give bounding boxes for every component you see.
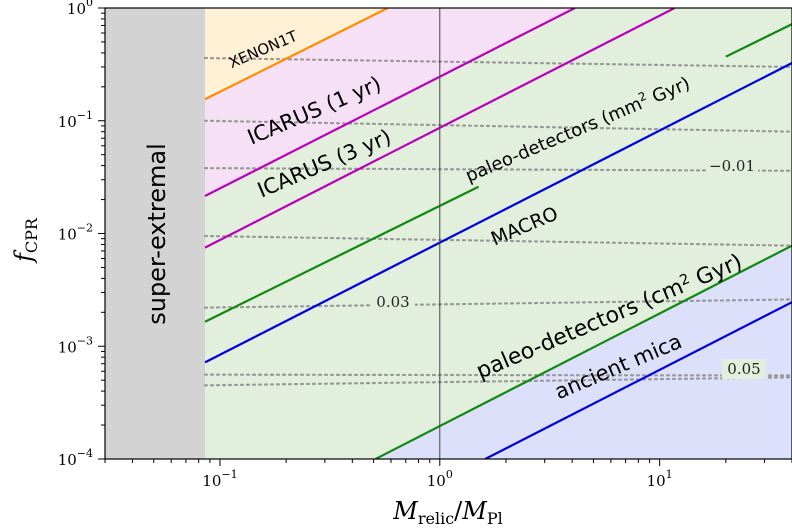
region-super-extremal — [105, 8, 205, 459]
x-tick-label: 101 — [647, 468, 673, 490]
contour-line — [203, 119, 792, 133]
y-tick-label: 10−3 — [58, 334, 93, 356]
y-tick-label: 100 — [67, 0, 93, 18]
contour-line — [203, 234, 792, 247]
y-axis-label: fCPR — [10, 217, 41, 264]
region-xenon1t — [205, 8, 792, 100]
contour-label-bg — [705, 156, 759, 176]
series-line-macro — [204, 62, 792, 364]
y-tick-label: 10−4 — [58, 447, 93, 469]
series-line-ancient-mica — [484, 301, 792, 459]
series-line-icarus-1-yr- — [204, 8, 576, 198]
label-super-extremal: super-extremal — [143, 143, 171, 325]
series-line-paleo-detectors-mm-gyr- — [725, 23, 792, 58]
contour-label-bg — [371, 292, 415, 312]
x-tick-label: 100 — [427, 468, 453, 490]
contour-label-bg — [722, 359, 766, 379]
y-tick-label: 10−1 — [58, 109, 93, 131]
contour-label: 0.03 — [376, 293, 409, 311]
contour-label: 0.05 — [727, 360, 760, 378]
x-axis-label: Mrelic/MPl — [392, 497, 502, 528]
contour-line — [203, 376, 792, 387]
contour-label: −0.01 — [709, 157, 755, 175]
series-line-paleo-detectors-mm-gyr- — [204, 185, 479, 323]
y-tick-label: 10−2 — [58, 222, 93, 244]
x-tick-label: 10−1 — [202, 468, 237, 490]
contour-line — [203, 298, 792, 309]
region-icarus — [205, 8, 792, 197]
series-line-paleo-detectors-cm-gyr- — [375, 244, 792, 459]
contour-line — [203, 167, 792, 172]
region-ancient-mica — [205, 245, 792, 459]
series-line-xenon1t — [204, 8, 389, 101]
contour-line — [203, 373, 792, 377]
contour-line — [203, 56, 792, 69]
region-paleo-detectors — [205, 8, 792, 459]
